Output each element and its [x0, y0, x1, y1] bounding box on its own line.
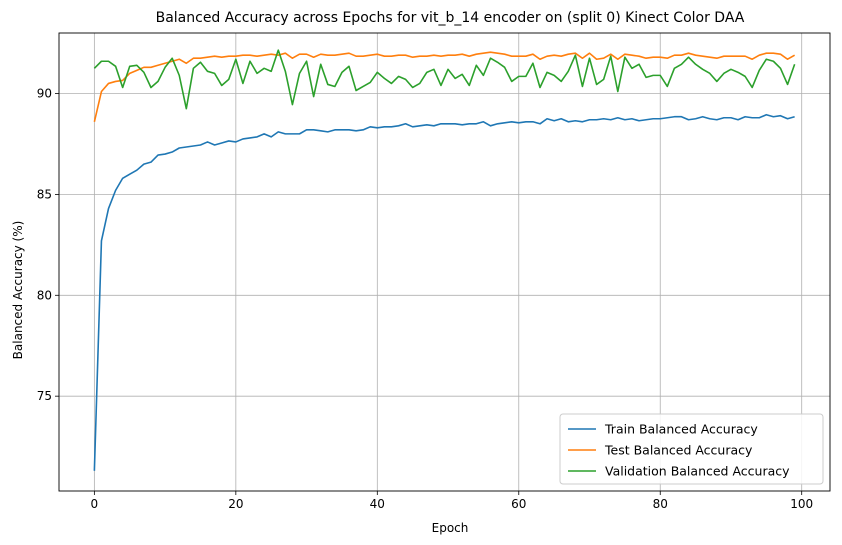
axis-ticks: 0 20 40 60 80 100 75 80 85 90: [37, 87, 813, 511]
y-tick-label: 75: [37, 389, 52, 403]
test-balanced-accuracy-legend-label: Test Balanced Accuracy: [604, 443, 753, 458]
data-series: [93, 49, 796, 471]
legend-box: [559, 413, 824, 485]
grid-lines: [59, 33, 830, 491]
train-balanced-accuracy-line: [93, 113, 795, 471]
x-tick-label: 0: [91, 497, 99, 511]
x-axis-label: Epoch: [432, 521, 469, 535]
train-balanced-accuracy-legend-label: Train Balanced Accuracy: [604, 422, 758, 437]
x-tick-label: 20: [228, 497, 243, 511]
validation-balanced-accuracy-line: [93, 49, 796, 110]
x-tick-label: 100: [790, 497, 813, 511]
legend: Train Balanced Accuracy Test Balanced Acc…: [559, 413, 824, 485]
x-tick-label: 80: [653, 497, 668, 511]
y-tick-label: 80: [37, 288, 52, 302]
y-tick-label: 90: [37, 87, 52, 101]
x-tick-label: 40: [370, 497, 385, 511]
y-tick-label: 85: [37, 187, 52, 201]
test-balanced-accuracy-line: [93, 51, 796, 122]
x-tick-label: 60: [511, 497, 526, 511]
chart-title: Balanced Accuracy across Epochs for vit_…: [156, 10, 745, 26]
validation-balanced-accuracy-legend-label: Validation Balanced Accuracy: [605, 464, 790, 479]
plot-frame: [58, 32, 831, 492]
y-axis-label: Balanced Accuracy (%): [11, 221, 25, 360]
